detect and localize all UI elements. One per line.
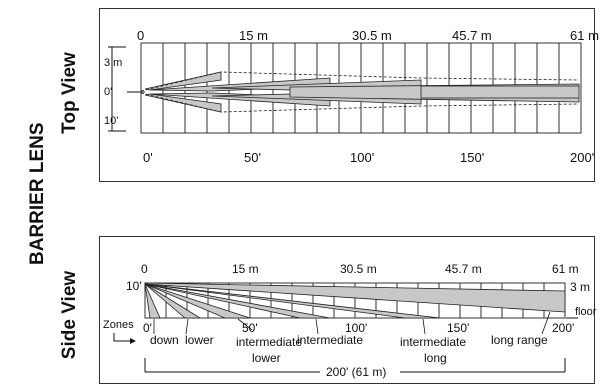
side-metric-tick: 15 m <box>232 262 259 276</box>
top-feet-tick: 100' <box>350 150 374 165</box>
envelope-lower <box>140 92 580 113</box>
top-feet-tick: 150' <box>460 150 484 165</box>
side-metric-tick: 61 m <box>552 262 579 276</box>
zone-leaders <box>153 311 551 335</box>
zone-label-intermediate: intermediate <box>297 333 363 347</box>
top-side-mark: 0' <box>104 86 112 98</box>
zone-label-intermediate-lower-line2: lower <box>252 351 281 365</box>
side-feet-tick: 200' <box>552 321 574 335</box>
zone-label-long-range: long range <box>491 333 548 347</box>
total-range-bracket <box>144 358 566 373</box>
top-view-envelope <box>140 71 580 113</box>
top-feet-tick: 200' <box>570 150 594 165</box>
zones-arrow-head <box>130 338 136 344</box>
side-bracket <box>108 46 126 132</box>
side-view-beams <box>144 282 566 319</box>
zone-label-intermediate-long-line2: long <box>424 351 447 365</box>
side-metric-tick: 45.7 m <box>445 262 482 276</box>
side-height-left: 10' <box>126 279 142 293</box>
beam-intermediate-long <box>144 283 441 319</box>
zone-label-intermediate-long: intermediate long <box>400 335 469 365</box>
side-view-panel <box>99 236 595 384</box>
top-view-panel <box>99 8 595 182</box>
side-height-right: 3 m <box>570 280 590 294</box>
beam-lower <box>144 283 202 319</box>
side-feet-tick: 100' <box>345 321 367 335</box>
beam-intermediate-lower <box>144 283 251 319</box>
floor-label: floor <box>575 306 597 318</box>
zones-label: Zones <box>103 319 134 331</box>
top-metric-tick: 15 m <box>239 28 268 43</box>
top-feet-tick: 50' <box>244 150 261 165</box>
side-metric-tick: 0 <box>141 262 148 276</box>
top-side-mark: 3 m <box>104 57 122 69</box>
zone-label-intermediate-lower-line1: intermediate <box>236 335 302 349</box>
top-side-mark: 10' <box>104 115 118 127</box>
top-metric-tick: 45.7 m <box>452 28 492 43</box>
top-metric-tick: 61 m <box>570 28 599 43</box>
side-metric-tick: 30.5 m <box>340 262 377 276</box>
envelope-upper <box>140 71 580 92</box>
zone-label-lower: lower <box>185 333 214 347</box>
beam-center <box>420 85 580 99</box>
zone-label-intermediate-lower: intermediate lower <box>236 335 305 365</box>
zone-label-intermediate-long-line1: intermediate <box>400 335 466 349</box>
top-metric-tick: 30.5 m <box>352 28 392 43</box>
beam-long-range <box>144 282 566 313</box>
side-feet-tick: 150' <box>447 321 469 335</box>
total-range-label: 200' (61 m) <box>326 365 386 379</box>
top-metric-tick: 0 <box>137 28 144 43</box>
beam-intermediate <box>144 283 331 319</box>
beam-down <box>144 283 161 319</box>
top-feet-tick: 0' <box>143 150 153 165</box>
zone-label-down: down <box>150 333 179 347</box>
side-feet-tick: 0' <box>143 321 152 335</box>
zones-arrow-icon <box>113 333 130 342</box>
